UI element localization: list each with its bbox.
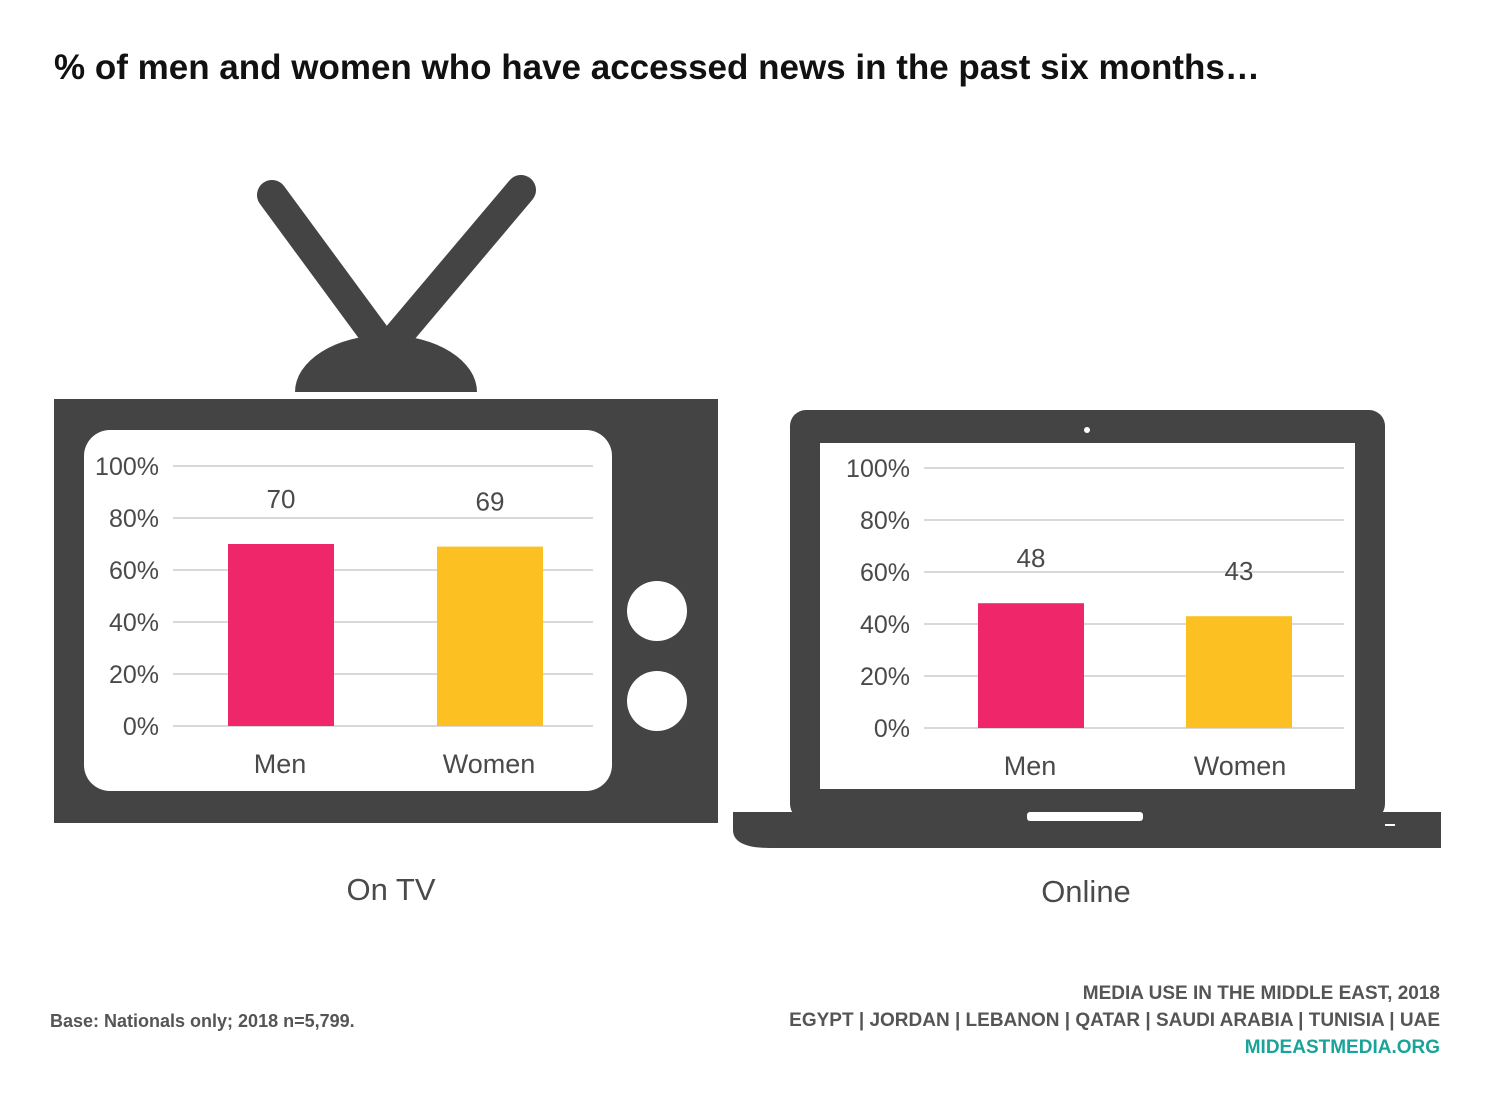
bar-women xyxy=(437,546,543,726)
online-bar-chart: 0% 20% 40% 60% 80% 100% 48 Men 43 Women xyxy=(846,455,1344,781)
tv-bar-chart: 0% 20% 40% 60% 80% 100% 70 Men 69 Women xyxy=(95,453,593,779)
tv-chart-label: On TV xyxy=(346,872,436,907)
y-tick-label: 80% xyxy=(109,505,159,533)
chart-title: % of men and women who have accessed new… xyxy=(54,48,1260,87)
data-label: 43 xyxy=(1225,556,1254,586)
y-tick-label: 0% xyxy=(874,715,910,743)
x-category-label: Women xyxy=(443,749,536,779)
online-chart-label: Online xyxy=(1041,874,1131,909)
y-tick-label: 40% xyxy=(109,609,159,637)
data-label: 48 xyxy=(1017,543,1046,573)
y-tick-label: 20% xyxy=(860,663,910,691)
study-title: MEDIA USE IN THE MIDDLE EAST, 2018 xyxy=(1082,983,1440,1004)
y-tick-label: 20% xyxy=(109,661,159,689)
y-tick-label: 100% xyxy=(95,453,159,481)
x-category-label: Women xyxy=(1194,751,1287,781)
source-footer: MEDIA USE IN THE MIDDLE EAST, 2018 EGYPT… xyxy=(789,980,1440,1061)
data-label: 69 xyxy=(476,487,505,517)
y-tick-label: 100% xyxy=(846,455,910,483)
y-tick-label: 40% xyxy=(860,611,910,639)
base-note: Base: Nationals only; 2018 n=5,799. xyxy=(50,1011,355,1031)
y-tick-label: 60% xyxy=(109,557,159,585)
bar-women xyxy=(1186,616,1292,728)
y-tick-label: 80% xyxy=(860,507,910,535)
y-tick-label: 60% xyxy=(860,559,910,587)
x-category-label: Men xyxy=(1004,751,1057,781)
country-list: EGYPT | JORDAN | LEBANON | QATAR | SAUDI… xyxy=(789,1010,1440,1031)
y-tick-label: 0% xyxy=(123,713,159,741)
site-link[interactable]: MIDEASTMEDIA.ORG xyxy=(1244,1037,1440,1058)
bar-men xyxy=(228,544,334,726)
x-category-label: Men xyxy=(254,749,307,779)
bar-men xyxy=(978,603,1084,728)
data-label: 70 xyxy=(267,484,296,514)
